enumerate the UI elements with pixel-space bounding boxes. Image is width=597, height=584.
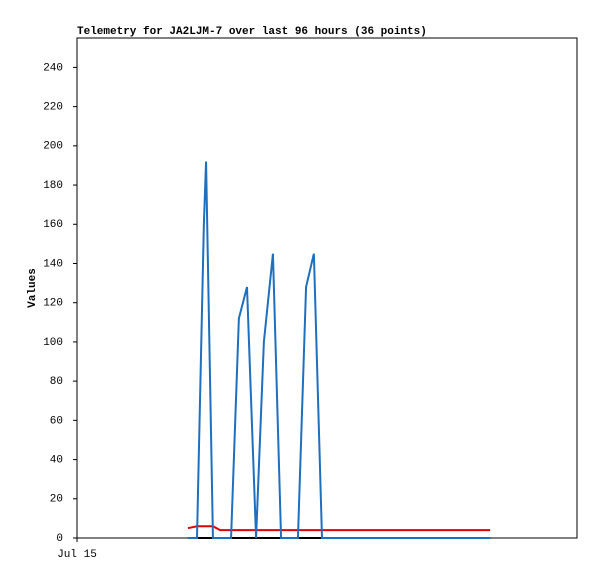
- y-tick-label: 240: [43, 62, 63, 74]
- y-tick-label: 160: [43, 219, 63, 231]
- plot-frame: [76, 37, 578, 539]
- y-axis-label: Values: [27, 268, 39, 308]
- y-tick-label: 140: [43, 258, 63, 270]
- y-tick-label: 120: [43, 298, 63, 310]
- y-tick-label: 200: [43, 141, 63, 153]
- y-tick-label: 220: [43, 102, 63, 114]
- chart-title: Telemetry for JA2LJM-7 over last 96 hour…: [77, 26, 427, 38]
- x-tick-label: Jul 15: [57, 549, 97, 561]
- y-tick-label: 100: [43, 337, 63, 349]
- series-line: [187, 161, 491, 539]
- y-tick-label: 0: [56, 533, 63, 545]
- y-tick-label: 40: [50, 454, 63, 466]
- y-tick-label: 20: [50, 494, 63, 506]
- y-tick-label: 60: [50, 415, 63, 427]
- y-tick-label: 180: [43, 180, 63, 192]
- y-tick-label: 80: [50, 376, 63, 388]
- series-line: [187, 525, 491, 532]
